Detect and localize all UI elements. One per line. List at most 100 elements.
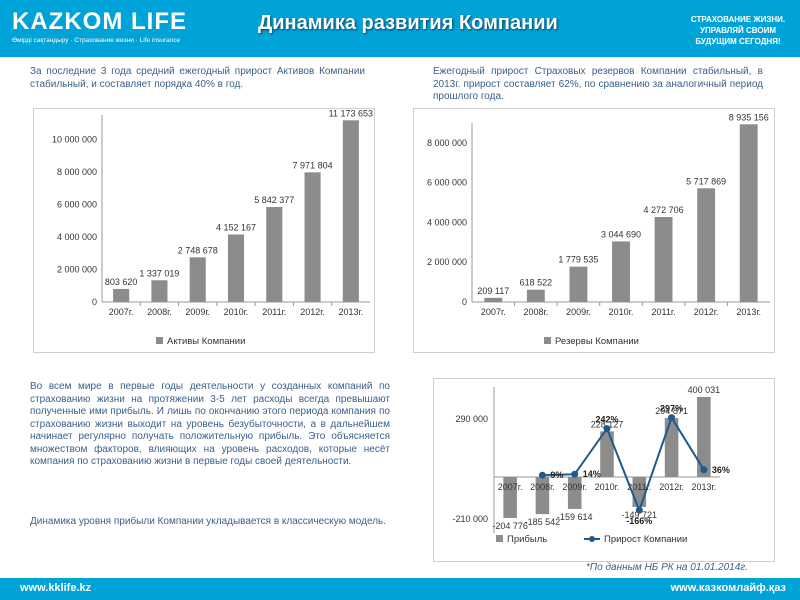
line-point — [571, 470, 579, 478]
bar — [535, 477, 550, 515]
profit-chart: -210 000 290 000 -204 776 2007г. -185 542 200… — [452, 385, 730, 545]
y-tick-label: 2 000 000 — [427, 257, 467, 267]
y-tick-label: 6 000 000 — [57, 199, 97, 209]
x-tick-label: 2010г. — [595, 482, 620, 492]
data-label: -159 614 — [557, 512, 593, 522]
data-label: 228 127 — [591, 419, 624, 429]
line-point — [700, 466, 708, 474]
line-point — [538, 471, 546, 479]
profit-description: Во всем мире в первые годы деятельности … — [30, 381, 390, 467]
x-tick-label: 2011г. — [627, 482, 651, 492]
y-tick-label: 4 000 000 — [427, 217, 467, 227]
data-label: 1 779 535 — [558, 255, 598, 265]
x-tick-label: 2013г. — [736, 307, 761, 317]
bar — [697, 396, 711, 477]
data-label: 209 117 — [477, 286, 509, 296]
legend-marker — [589, 536, 595, 542]
bar — [484, 297, 503, 302]
slogan-line: СТРАХОВАНИЕ ЖИЗНИ. — [690, 15, 786, 24]
x-tick-label: 2007г. — [481, 307, 506, 317]
assets-chart-box: 0 2 000 000 4 000 000 6 000 000 8 000 000 10 … — [33, 108, 375, 353]
bar — [189, 257, 206, 302]
y-tick-label: 0 — [92, 297, 97, 307]
data-label: 2 748 678 — [178, 245, 218, 255]
y-tick-label: 2 000 000 — [57, 264, 97, 274]
x-tick-label: 2011г. — [652, 307, 676, 317]
y-tick-label: 8 000 000 — [427, 138, 467, 148]
slogan: СТРАХОВАНИЕ ЖИЗНИ. УПРАВЛЯЙ СВОИМ БУДУЩИ… — [688, 14, 788, 47]
x-tick-label: 2012г. — [659, 482, 684, 492]
data-label: 5 842 377 — [254, 195, 294, 205]
bar — [654, 217, 673, 302]
bar — [697, 188, 716, 302]
bar — [612, 241, 630, 302]
x-tick-label: 2009г. — [185, 307, 210, 317]
assets-chart: 0 2 000 000 4 000 000 6 000 000 8 000 000 10 … — [52, 108, 373, 347]
line-point — [668, 414, 676, 422]
line-label: 242% — [595, 415, 618, 425]
y-tick-label: 4 000 000 — [57, 232, 97, 242]
reserves-chart: 0 2 000 000 4 000 000 6 000 000 8 000 000 209… — [427, 112, 770, 347]
x-tick-label: 2008г. — [523, 307, 548, 317]
bar — [600, 431, 614, 477]
x-tick-label: 2010г. — [609, 307, 634, 317]
reserves-description: Ежегодный прирост Страховых резервов Ком… — [433, 66, 763, 102]
data-label: 3 044 690 — [601, 229, 641, 239]
y-tick-label: 10 000 000 — [52, 134, 97, 144]
x-tick-label: 2012г. — [300, 307, 325, 317]
data-label: 400 031 — [688, 385, 721, 395]
y-tick-label: 8 000 000 — [57, 167, 97, 177]
slogan-line: УПРАВЛЯЙ СВОИМ — [699, 26, 777, 35]
line-point — [603, 425, 611, 433]
page-title: Динамика развития Компании — [258, 12, 558, 34]
x-tick-label: 2013г. — [338, 307, 363, 317]
data-label: 1 337 019 — [139, 268, 179, 278]
x-tick-label: 2008г. — [530, 482, 555, 492]
data-label: 294 871 — [655, 406, 688, 416]
x-tick-label: 2013г. — [691, 482, 716, 492]
y-tick-label: 290 000 — [455, 414, 488, 424]
legend-label: Активы Компании — [167, 336, 245, 347]
bar — [227, 234, 245, 302]
bar — [569, 266, 588, 302]
assets-description: За последние 3 года средний ежегодный пр… — [30, 66, 365, 90]
x-tick-label: 2007г. — [109, 307, 134, 317]
bar — [664, 418, 679, 477]
x-tick-label: 2010г. — [224, 307, 249, 317]
legend-swatch — [544, 337, 551, 344]
company-logo[interactable]: KAZKOM LIFE Өмірді сақтандыру · Страхова… — [12, 8, 187, 44]
x-tick-label: 2009г. — [566, 307, 591, 317]
bar — [304, 172, 321, 302]
data-label: 618 522 — [520, 278, 553, 288]
legend-label: Резервы Компании — [555, 336, 639, 347]
website-link[interactable]: www.kklife.kz — [20, 582, 92, 594]
x-tick-label: 2009г. — [562, 482, 587, 492]
legend-swatch — [156, 337, 163, 344]
data-label: 5 717 869 — [686, 176, 726, 186]
bar — [113, 288, 130, 302]
legend-label: Прибыль — [507, 534, 547, 545]
data-label: 4 272 706 — [644, 205, 684, 215]
line-label: 36% — [712, 465, 730, 475]
data-label: 7 971 804 — [293, 160, 333, 170]
line-label: 14% — [583, 469, 601, 479]
bar — [567, 477, 582, 509]
logo-tagline: Өмірді сақтандыру · Страхование жизни · … — [12, 37, 181, 44]
data-label: -185 542 — [525, 517, 561, 527]
x-tick-label: 2011г. — [262, 307, 286, 317]
bar — [526, 289, 545, 302]
y-tick-label: 0 — [462, 297, 467, 307]
bar — [739, 124, 758, 302]
bar — [503, 477, 517, 518]
bar — [266, 206, 283, 302]
data-label: 8 935 156 — [729, 112, 769, 122]
slogan-line: БУДУЩИМ СЕГОДНЯ! — [695, 37, 781, 46]
data-label: 11 173 653 — [329, 109, 373, 118]
bar — [151, 280, 168, 302]
line-label: 9% — [550, 470, 563, 480]
line-label: 297% — [660, 404, 683, 414]
footer: www.kklife.kz www.казкомлайф.қаз — [0, 578, 800, 600]
source-note: *По данным НБ РК на 01.01.2014г. — [586, 562, 749, 573]
website-link-kz[interactable]: www.казкомлайф.қаз — [670, 582, 786, 594]
profit-conclusion: Динамика уровня прибыли Компании укладыв… — [30, 516, 387, 527]
